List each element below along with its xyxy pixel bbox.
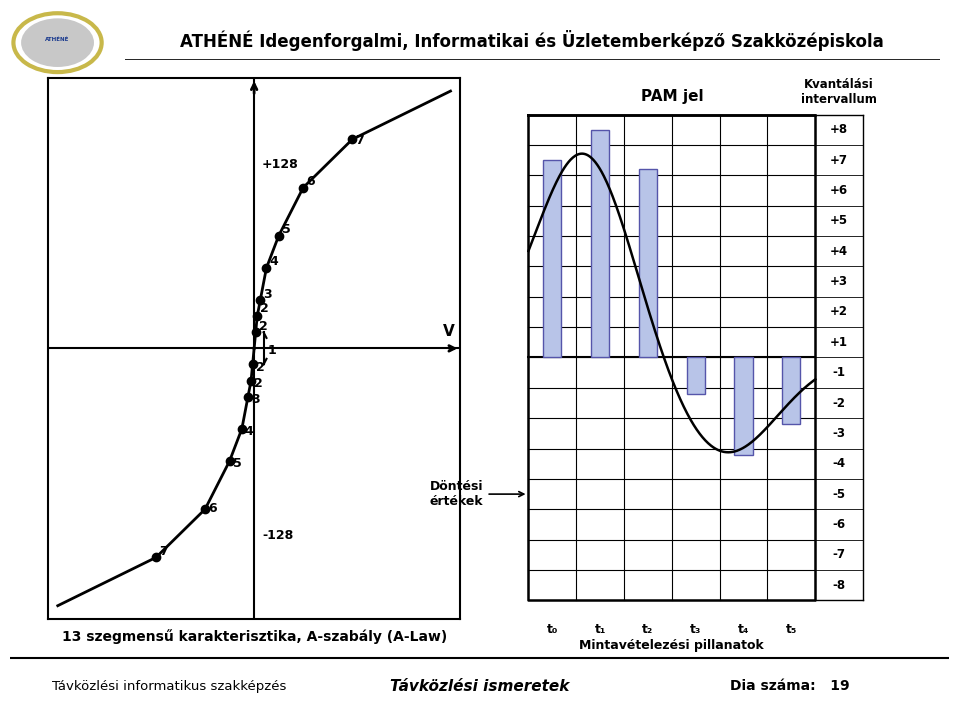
Text: t₁: t₁ bbox=[595, 623, 606, 636]
Text: -3: -3 bbox=[832, 427, 846, 440]
Text: +3: +3 bbox=[830, 275, 848, 288]
Text: Dia száma:   19: Dia száma: 19 bbox=[730, 679, 850, 693]
Text: -7: -7 bbox=[832, 548, 846, 561]
Text: -8: -8 bbox=[832, 579, 846, 592]
Text: -6: -6 bbox=[832, 518, 846, 531]
Text: -5: -5 bbox=[832, 488, 846, 501]
Text: 2: 2 bbox=[255, 361, 265, 374]
Text: 13 szegmensű karakterisztika, A-szabály (A-Law): 13 szegmensű karakterisztika, A-szabály … bbox=[61, 629, 447, 643]
Text: Mintavételezési pillanatok: Mintavételezési pillanatok bbox=[579, 639, 764, 653]
Text: V: V bbox=[443, 324, 455, 338]
Text: t₅: t₅ bbox=[785, 623, 797, 636]
Bar bbox=[591, 130, 609, 358]
Text: 6: 6 bbox=[208, 502, 217, 515]
Text: t₀: t₀ bbox=[547, 623, 558, 636]
Text: ATHÉNÉ: ATHÉNÉ bbox=[45, 37, 70, 42]
Text: 7: 7 bbox=[159, 545, 168, 558]
Text: +128: +128 bbox=[262, 159, 299, 171]
Text: 6: 6 bbox=[306, 175, 315, 188]
Text: +2: +2 bbox=[830, 306, 848, 319]
Text: -4: -4 bbox=[832, 457, 846, 470]
Text: 5: 5 bbox=[232, 457, 242, 471]
Text: 4: 4 bbox=[245, 425, 253, 438]
Bar bbox=[543, 160, 561, 358]
Text: t₂: t₂ bbox=[643, 623, 654, 636]
Text: +6: +6 bbox=[830, 184, 849, 197]
Text: -1: -1 bbox=[832, 366, 846, 379]
Text: +5: +5 bbox=[830, 215, 849, 228]
Text: 2: 2 bbox=[260, 302, 269, 316]
Bar bbox=[639, 169, 657, 358]
Bar bbox=[687, 358, 705, 394]
Text: +7: +7 bbox=[830, 154, 848, 166]
Text: t₄: t₄ bbox=[737, 623, 749, 636]
Bar bbox=[783, 358, 801, 424]
Text: 1: 1 bbox=[268, 343, 276, 356]
Text: 7: 7 bbox=[355, 134, 364, 147]
Text: PAM jel: PAM jel bbox=[641, 89, 703, 104]
Text: +1: +1 bbox=[830, 336, 848, 349]
Bar bbox=[735, 358, 753, 454]
Text: 3: 3 bbox=[263, 287, 271, 301]
Text: 3: 3 bbox=[251, 393, 260, 406]
Text: 2: 2 bbox=[259, 320, 268, 333]
Text: 4: 4 bbox=[269, 255, 278, 269]
Text: +8: +8 bbox=[830, 123, 849, 137]
Text: t₃: t₃ bbox=[690, 623, 701, 636]
Text: 2: 2 bbox=[254, 377, 263, 390]
Text: 5: 5 bbox=[282, 223, 291, 236]
Circle shape bbox=[21, 18, 94, 67]
Text: +4: +4 bbox=[830, 245, 849, 258]
Text: -128: -128 bbox=[262, 529, 293, 542]
Text: Kvantálási
intervallum: Kvantálási intervallum bbox=[802, 78, 877, 106]
Text: -2: -2 bbox=[832, 397, 846, 410]
Text: Távközlési informatikus szakképzés: Távközlési informatikus szakképzés bbox=[52, 680, 287, 693]
Text: Távközlési ismeretek: Távközlési ismeretek bbox=[389, 678, 570, 694]
Text: Döntési
értékek: Döntési értékek bbox=[430, 480, 524, 508]
Text: ATHÉNÉ Idegenforgalmi, Informatikai és Üzletemberképző Szakközépiskola: ATHÉNÉ Idegenforgalmi, Informatikai és Ü… bbox=[180, 30, 884, 51]
